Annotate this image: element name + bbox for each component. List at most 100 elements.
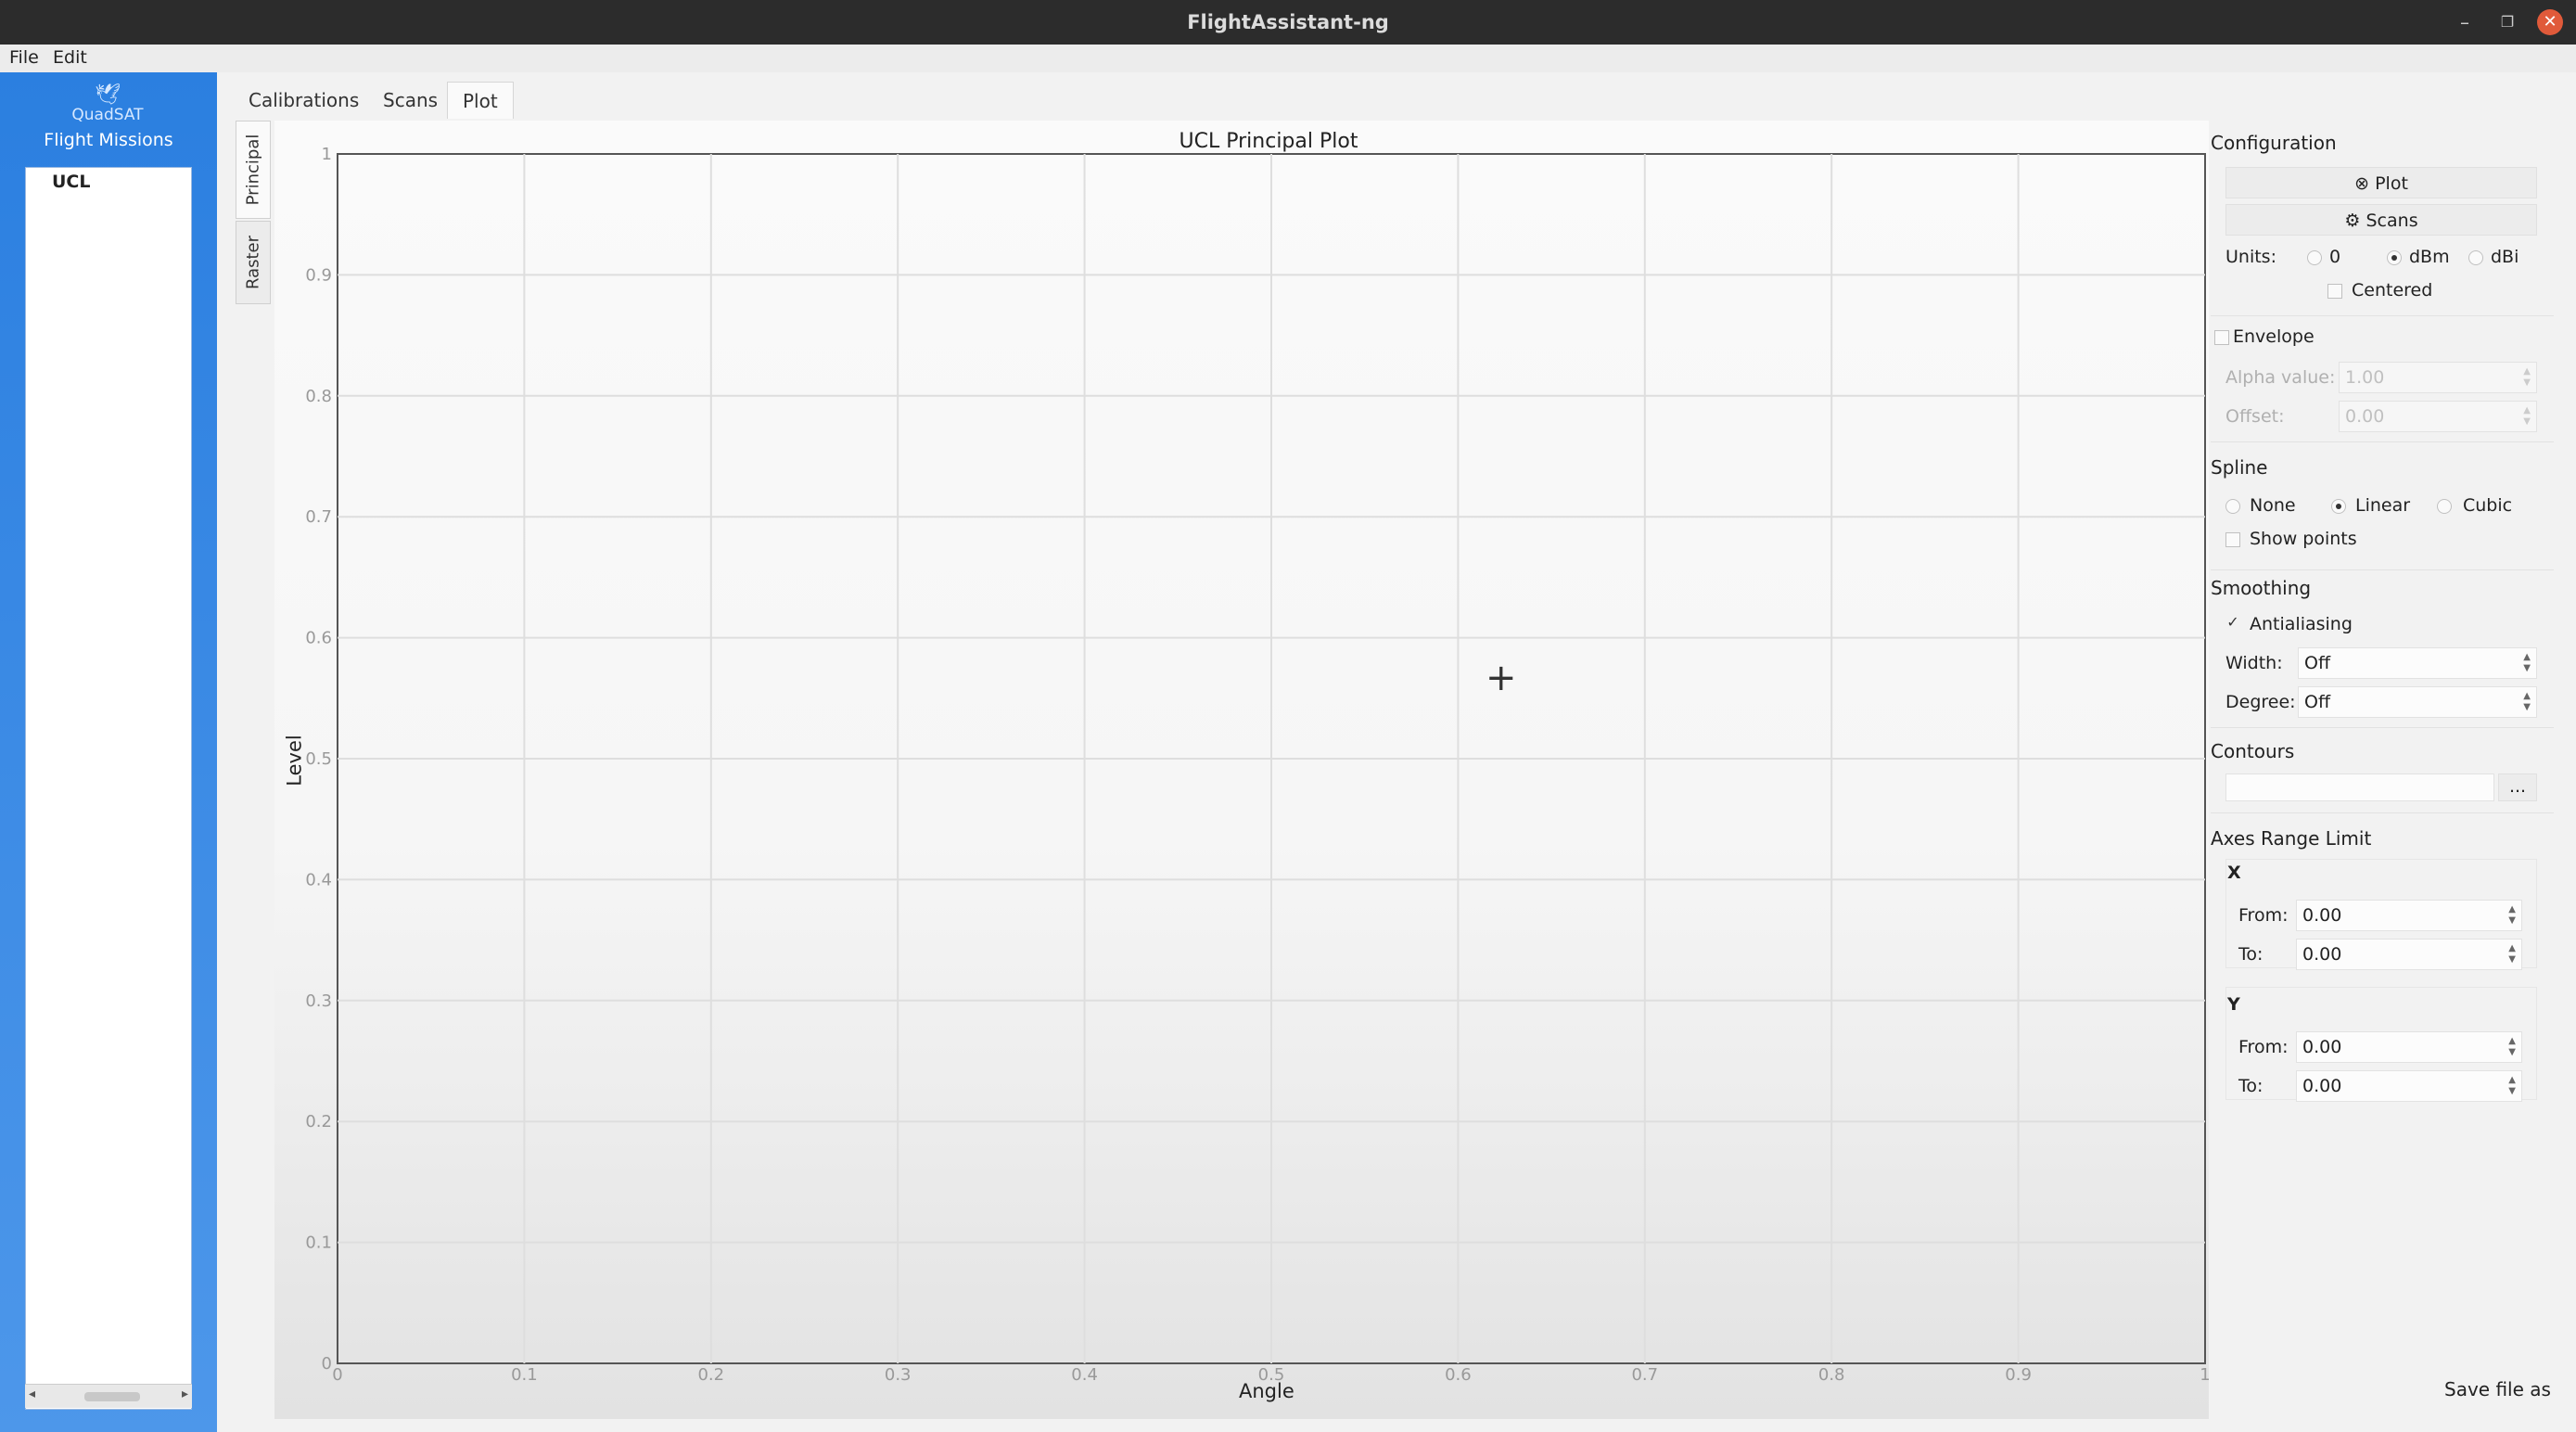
spinner-arrows-icon[interactable]: ▲ ▼	[2508, 943, 2516, 965]
alpha-spinbox[interactable]: 1.00 ▲ ▼	[2339, 362, 2537, 393]
y-tick-label: 0.6	[305, 629, 332, 648]
logo-text: QuadSAT	[71, 106, 144, 124]
scans-button[interactable]: ⚙ Scans	[2225, 204, 2537, 236]
x-tick-label: 0.4	[1071, 1365, 1098, 1385]
horizontal-scrollbar[interactable]: ◂ ▸	[25, 1384, 192, 1408]
separator	[2211, 569, 2554, 570]
maximize-icon[interactable]: ❐	[2500, 13, 2515, 31]
antialiasing-checkbox[interactable]: ✓	[2226, 613, 2239, 631]
spline-radio-linear[interactable]	[2331, 499, 2346, 514]
spline-radio-none[interactable]	[2225, 499, 2240, 514]
plot-canvas[interactable]: 0 0.1 0.2 0.3 0.4 0.5 0.6 0.7 0.8 0.9 1 0 0.1 0.2 0.3 0…	[274, 121, 2209, 1419]
show-points-checkbox[interactable]	[2225, 532, 2240, 547]
spinner-arrows-icon[interactable]: ▲ ▼	[2508, 1036, 2516, 1057]
x-from-spinbox[interactable]: 0.00 ▲ ▼	[2296, 900, 2522, 931]
spinner-arrows-icon[interactable]: ▲ ▼	[2523, 366, 2531, 388]
offset-spinbox[interactable]: 0.00 ▲ ▼	[2339, 401, 2537, 432]
y-from-spinbox[interactable]: 0.00 ▲ ▼	[2296, 1031, 2522, 1063]
spinner-arrows-icon[interactable]: ▲ ▼	[2523, 405, 2531, 427]
show-points-label: Show points	[2250, 529, 2357, 549]
scroll-thumb[interactable]	[84, 1392, 140, 1401]
x-to-label: To:	[2238, 944, 2264, 965]
units-radio-dbi[interactable]	[2468, 250, 2483, 265]
x-range-label: X	[2227, 863, 2241, 883]
y-from-value: 0.00	[2302, 1037, 2342, 1057]
menu-bar: File Edit	[0, 45, 2576, 72]
y-to-label: To:	[2238, 1076, 2264, 1096]
spinner-arrows-icon[interactable]: ▲ ▼	[2508, 1075, 2516, 1096]
plot-button[interactable]: ⊗ Plot	[2225, 167, 2537, 198]
mission-list[interactable]: UCL	[25, 167, 192, 1410]
x-tick-label: 1	[2200, 1365, 2209, 1385]
spline-title: Spline	[2211, 456, 2268, 479]
sidebar-title: Flight Missions	[44, 130, 173, 150]
config-title: Configuration	[2211, 132, 2337, 154]
scroll-left-icon[interactable]: ◂	[29, 1387, 36, 1401]
contours-field[interactable]	[2225, 774, 2494, 801]
close-icon[interactable]: ✕	[2537, 9, 2563, 35]
x-tick-label: 0	[332, 1365, 342, 1385]
vtab-raster[interactable]: Raster	[236, 221, 271, 304]
sidebar: 🕊 QuadSAT Flight Missions UCL ◂ ▸	[0, 72, 217, 1432]
degree-spinbox[interactable]: Off ▲ ▼	[2298, 686, 2537, 718]
plot-icon: ⊗	[2354, 173, 2370, 194]
vtab-principal[interactable]: Principal	[236, 121, 271, 219]
width-value: Off	[2304, 653, 2331, 673]
vtab-principal-label: Principal	[243, 134, 263, 206]
vertical-tabs: Principal Raster	[236, 121, 273, 325]
scroll-right-icon[interactable]: ▸	[181, 1387, 188, 1401]
units-label: Units:	[2225, 247, 2276, 267]
spline-radio-cubic[interactable]	[2437, 499, 2452, 514]
window-title: FlightAssistant-ng	[1187, 11, 1389, 33]
spinner-arrows-icon[interactable]: ▲ ▼	[2508, 904, 2516, 926]
spline-option-linear: Linear	[2355, 495, 2411, 516]
y-tick-label: 0.9	[305, 265, 332, 285]
spinner-arrows-icon[interactable]: ▲ ▼	[2523, 691, 2531, 712]
tab-plot[interactable]: Plot	[447, 82, 514, 119]
menu-edit[interactable]: Edit	[53, 47, 87, 68]
contours-title: Contours	[2211, 740, 2295, 762]
crosshair-icon: +	[1486, 657, 1517, 699]
menu-file[interactable]: File	[9, 47, 39, 68]
save-file-button[interactable]: Save file as	[2444, 1378, 2551, 1400]
configuration-panel: Configuration ⊗ Plot ⚙ Scans Units: 0 dB…	[2211, 121, 2554, 1410]
bird-logo-icon: 🕊 QuadSAT	[71, 83, 144, 125]
window-titlebar: FlightAssistant-ng – ❐ ✕	[0, 0, 2576, 45]
plot-area[interactable]: UCL Principal Plot 0 0.1 0.2 0.3 0.4 0.5 0.6 0.…	[274, 121, 2209, 1419]
minimize-icon[interactable]: –	[2460, 11, 2469, 33]
x-from-value: 0.00	[2302, 905, 2342, 926]
units-option-dbi: dBi	[2491, 247, 2519, 267]
centered-checkbox[interactable]	[2327, 284, 2342, 299]
y-to-value: 0.00	[2302, 1076, 2342, 1096]
vtab-raster-label: Raster	[243, 235, 263, 290]
spline-option-cubic: Cubic	[2463, 495, 2513, 516]
spinner-arrows-icon[interactable]: ▲ ▼	[2523, 652, 2531, 673]
tab-calibrations[interactable]: Calibrations	[249, 89, 360, 111]
x-tick-label: 0.6	[1445, 1365, 1472, 1385]
tab-scans[interactable]: Scans	[383, 89, 439, 111]
y-tick-label: 1	[322, 145, 332, 164]
x-to-spinbox[interactable]: 0.00 ▲ ▼	[2296, 939, 2522, 970]
envelope-checkbox[interactable]	[2214, 330, 2229, 345]
y-tick-label: 0.4	[305, 870, 332, 889]
width-spinbox[interactable]: Off ▲ ▼	[2298, 647, 2537, 679]
x-tick-label: 0.7	[1631, 1365, 1658, 1385]
plot-button-label: Plot	[2375, 173, 2408, 194]
axes-range-title: Axes Range Limit	[2211, 827, 2372, 850]
alpha-label: Alpha value:	[2225, 367, 2336, 388]
units-radio-0[interactable]	[2307, 250, 2322, 265]
x-axis-label: Angle	[1239, 1380, 1294, 1402]
units-radio-dbm[interactable]	[2387, 250, 2402, 265]
width-label: Width:	[2225, 653, 2283, 673]
x-to-value: 0.00	[2302, 944, 2342, 965]
contours-browse-button[interactable]: ...	[2498, 774, 2537, 801]
y-tick-label: 0.1	[305, 1234, 332, 1253]
centered-label: Centered	[2352, 280, 2433, 300]
mission-item-ucl[interactable]: UCL	[52, 172, 91, 192]
y-to-spinbox[interactable]: 0.00 ▲ ▼	[2296, 1070, 2522, 1102]
y-axis-label: Level	[283, 735, 306, 786]
antialiasing-label: Antialiasing	[2250, 614, 2353, 634]
gear-icon: ⚙	[2344, 211, 2361, 231]
x-tick-label: 0.1	[511, 1365, 538, 1385]
y-tick-label: 0.8	[305, 387, 332, 406]
